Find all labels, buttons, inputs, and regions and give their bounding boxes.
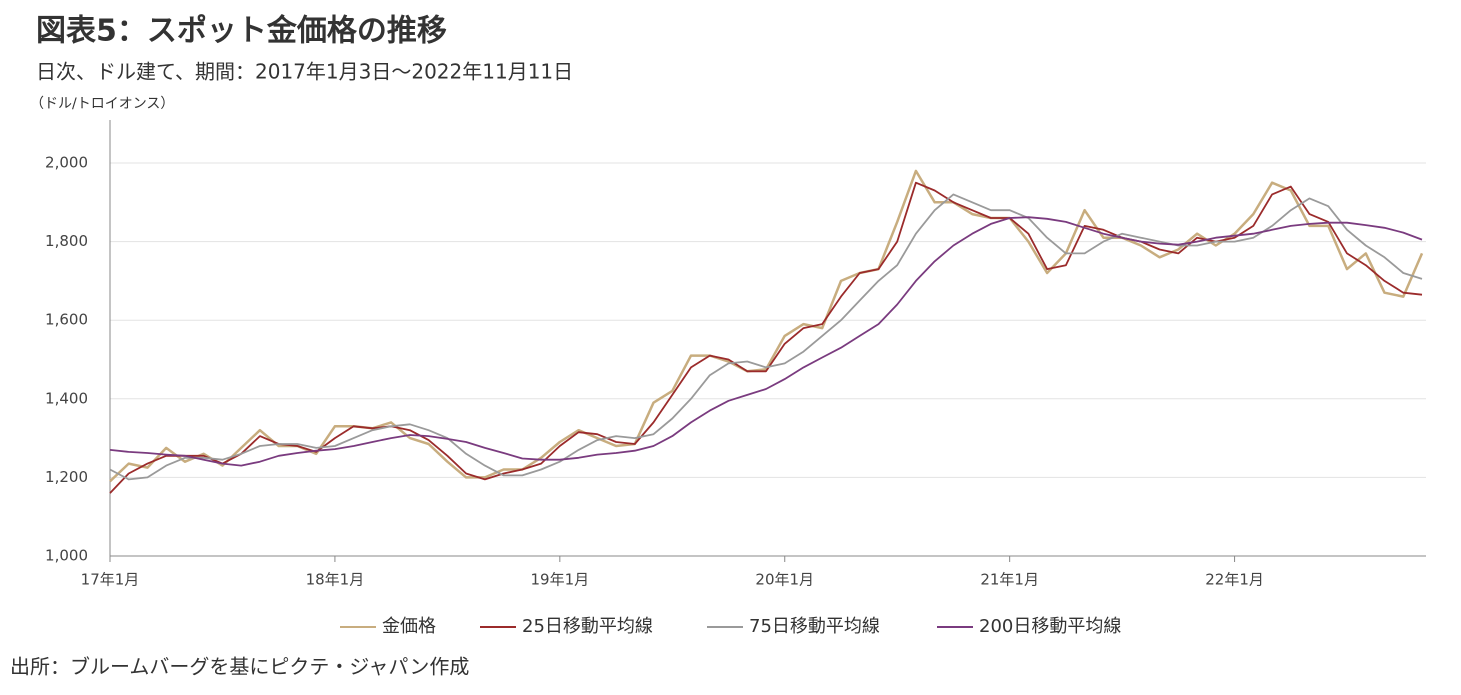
series-line [109,216,1423,467]
x-tick-label: 17年1月 [81,571,140,589]
x-tick-label: 22年1月 [1205,571,1264,589]
x-tick-label: 21年1月 [980,571,1039,589]
legend-label: 25日移動平均線 [522,616,653,637]
y-tick-label: 1,200 [45,468,88,486]
legend-label: 金価格 [382,616,436,637]
legend-label: 75日移動平均線 [749,616,880,637]
series-line [109,193,1423,481]
y-tick-label: 2,000 [45,154,88,172]
source-note: 出所：ブルームバーグを基にピクテ・ジャパン作成 [10,655,469,679]
series-line [109,181,1423,494]
chart-title: 図表5：スポット金価格の推移 [36,14,447,49]
x-tick-label: 18年1月 [306,571,365,589]
y-tick-label: 1,000 [45,547,88,565]
x-tick-label: 20年1月 [755,571,814,589]
chart-subtitle: 日次、ドル建て、期間：2017年1月3日～2022年11月11日 [36,60,573,84]
series-line [109,169,1424,483]
legend-label: 200日移動平均線 [979,616,1121,637]
y-tick-label: 1,400 [45,389,88,407]
x-tick-label: 19年1月 [531,571,590,589]
y-axis-label: （ドル/トロイオンス） [30,96,174,112]
y-tick-label: 1,800 [45,232,88,250]
y-tick-label: 1,600 [45,311,88,329]
